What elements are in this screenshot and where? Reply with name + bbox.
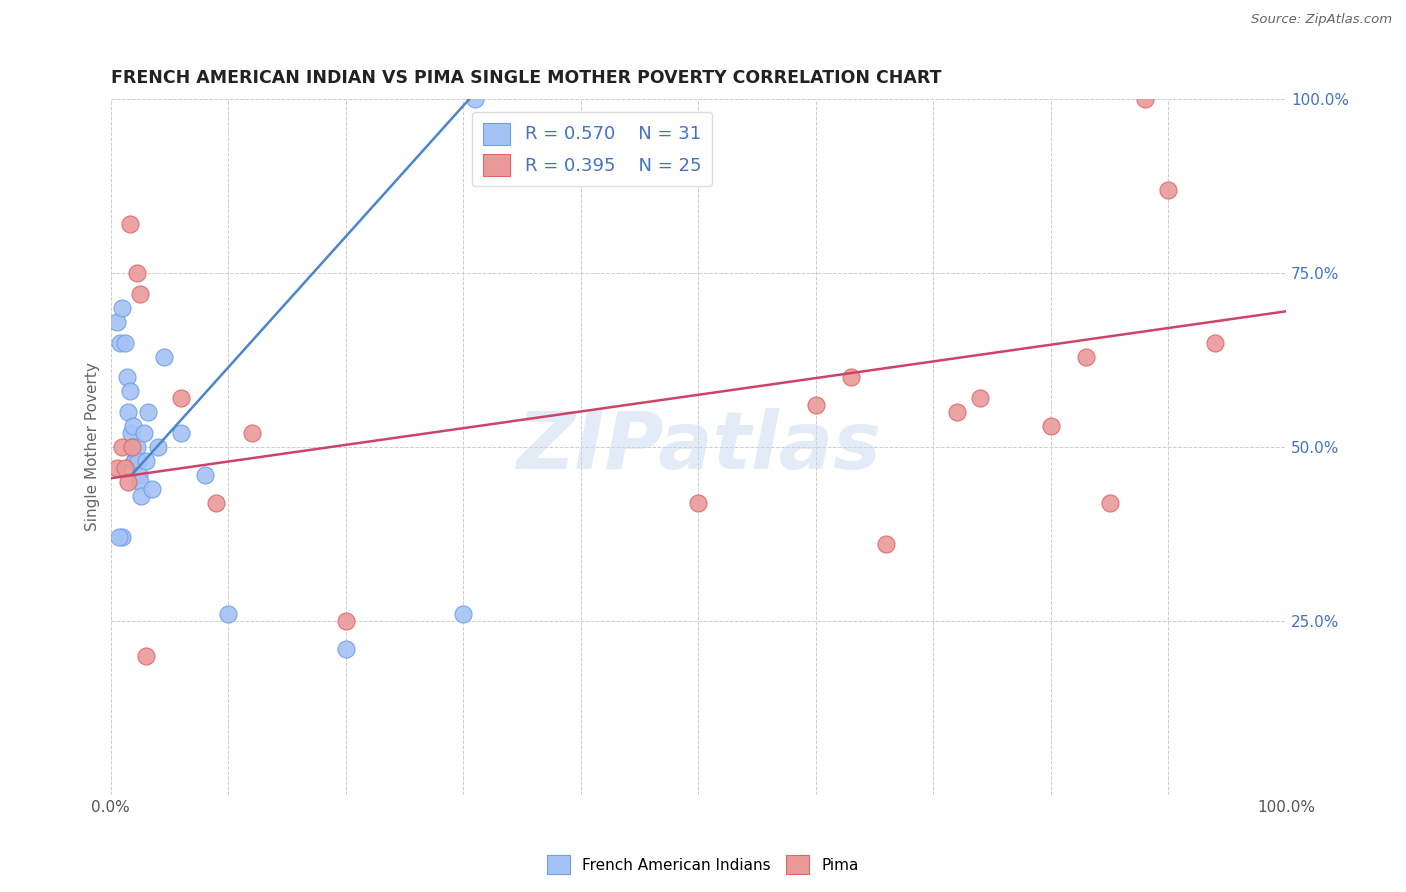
Point xyxy=(118,218,141,232)
Point xyxy=(1133,92,1156,106)
Y-axis label: Single Mother Poverty: Single Mother Poverty xyxy=(86,362,100,532)
Point xyxy=(1204,335,1226,350)
Point xyxy=(1098,495,1121,509)
Point xyxy=(969,391,991,405)
Point xyxy=(124,454,146,468)
Point xyxy=(132,425,155,440)
Point xyxy=(453,607,475,621)
Point xyxy=(121,440,143,454)
Point xyxy=(115,370,138,384)
Point xyxy=(946,405,969,419)
Point xyxy=(128,467,150,482)
Text: Source: ZipAtlas.com: Source: ZipAtlas.com xyxy=(1251,13,1392,27)
Text: FRENCH AMERICAN INDIAN VS PIMA SINGLE MOTHER POVERTY CORRELATION CHART: FRENCH AMERICAN INDIAN VS PIMA SINGLE MO… xyxy=(111,69,941,87)
Point xyxy=(839,370,862,384)
Point xyxy=(240,425,263,440)
Point xyxy=(129,489,152,503)
Point xyxy=(118,384,141,399)
Point xyxy=(464,92,486,106)
Point xyxy=(170,425,193,440)
Point xyxy=(1157,183,1180,197)
Point xyxy=(108,335,131,350)
Point xyxy=(335,641,357,656)
Point xyxy=(111,530,134,544)
Point xyxy=(125,266,148,280)
Point xyxy=(121,440,143,454)
Point xyxy=(117,475,139,489)
Text: ZIPatlas: ZIPatlas xyxy=(516,408,880,486)
Point xyxy=(804,398,827,412)
Point xyxy=(875,537,897,551)
Point xyxy=(122,454,145,468)
Point xyxy=(129,287,152,301)
Point xyxy=(129,475,152,489)
Point xyxy=(194,467,217,482)
Point xyxy=(146,440,169,454)
Point xyxy=(105,460,128,475)
Point xyxy=(105,315,128,329)
Point xyxy=(152,350,174,364)
Legend: R = 0.570    N = 31, R = 0.395    N = 25: R = 0.570 N = 31, R = 0.395 N = 25 xyxy=(472,112,711,186)
Point xyxy=(122,419,145,434)
Point xyxy=(135,454,157,468)
Point xyxy=(108,530,131,544)
Point xyxy=(127,454,149,468)
Point xyxy=(135,648,157,663)
Point xyxy=(335,614,357,628)
Point xyxy=(111,440,134,454)
Point xyxy=(120,425,142,440)
Point xyxy=(217,607,239,621)
Point xyxy=(170,391,193,405)
Point xyxy=(117,405,139,419)
Point xyxy=(114,335,136,350)
Point xyxy=(205,495,228,509)
Point xyxy=(114,460,136,475)
Point xyxy=(1039,419,1062,434)
Legend: French American Indians, Pima: French American Indians, Pima xyxy=(541,849,865,880)
Point xyxy=(136,405,159,419)
Point xyxy=(688,495,710,509)
Point xyxy=(111,301,134,315)
Point xyxy=(141,482,163,496)
Point xyxy=(125,440,148,454)
Point xyxy=(1076,350,1098,364)
